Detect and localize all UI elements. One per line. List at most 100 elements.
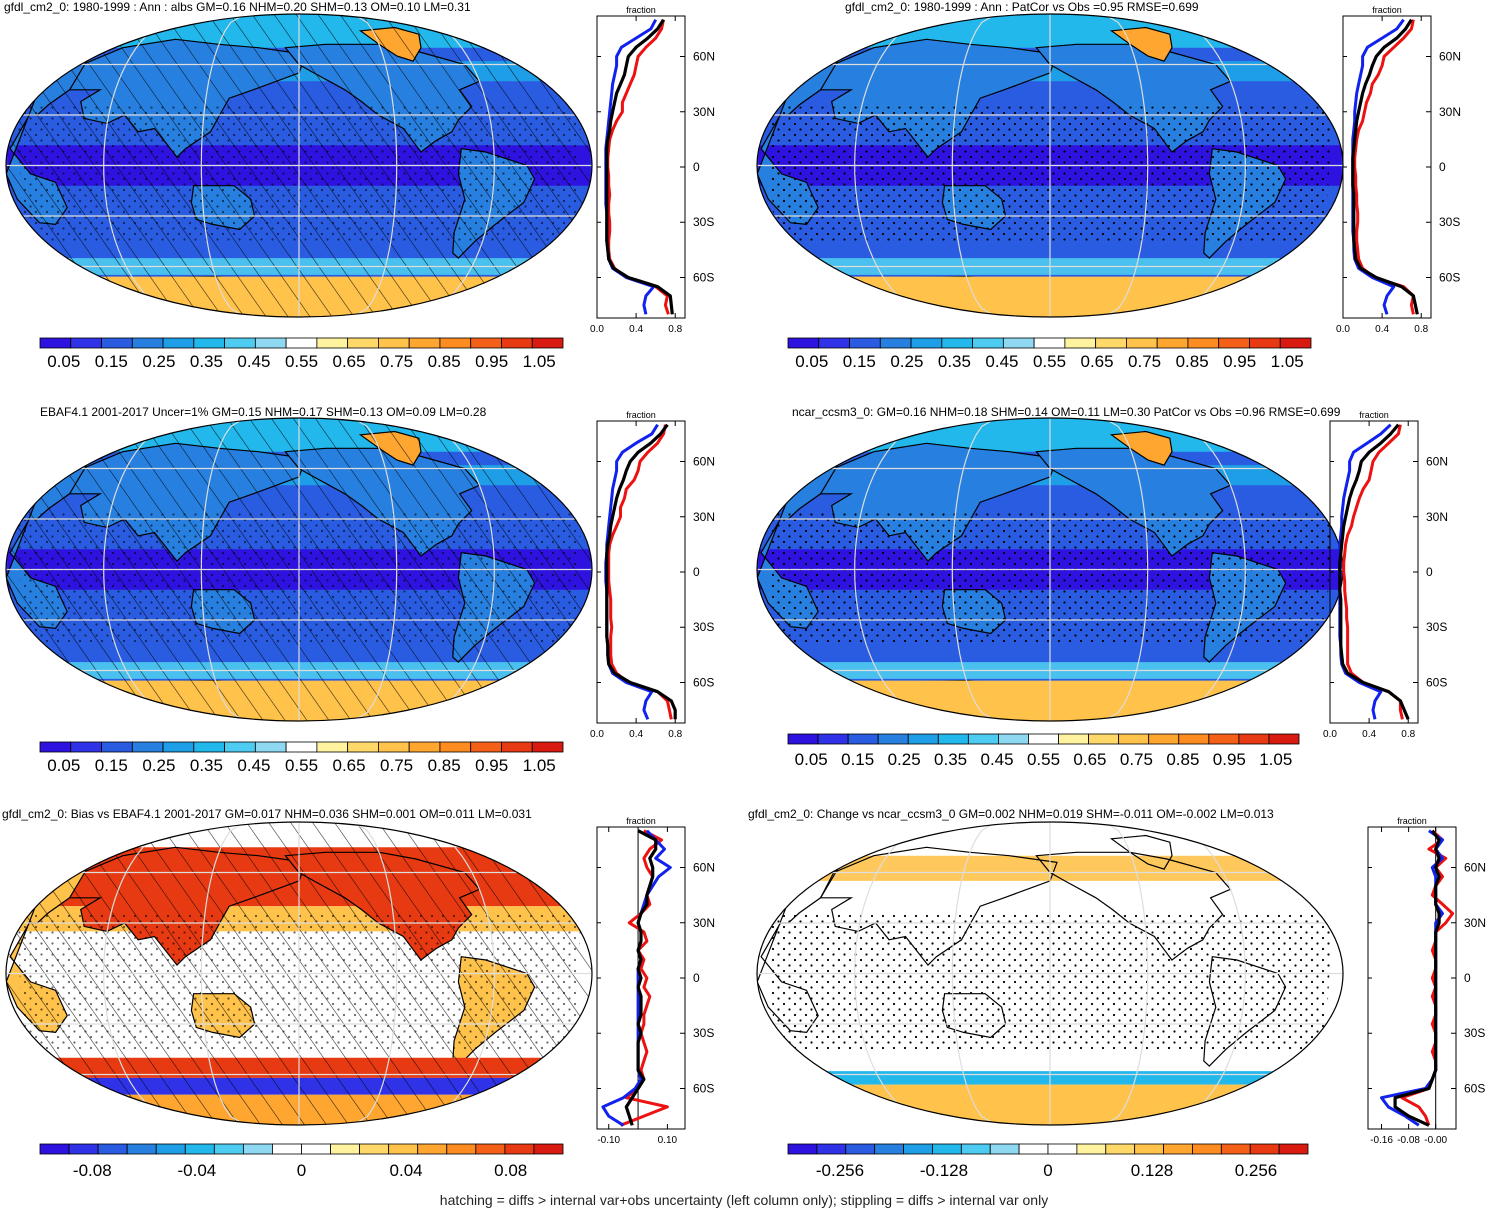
zonal-series-blue	[604, 423, 659, 720]
colorbar-label: 1.05	[523, 756, 556, 775]
map	[757, 822, 1343, 1125]
colorbar-label: 0.25	[142, 352, 175, 371]
colorbar-swatch	[960, 1143, 991, 1155]
colorbar-swatch	[818, 337, 850, 349]
map	[757, 14, 1343, 317]
colorbar-swatch	[224, 337, 256, 349]
lon-gridline	[854, 14, 943, 317]
colorbar-swatch	[501, 741, 533, 753]
colorbar-swatch	[1047, 1143, 1078, 1155]
zonal-series-black	[1393, 829, 1441, 1127]
lon-gridline	[1103, 418, 1149, 721]
colorbar-swatch	[1064, 337, 1097, 349]
colorbar-swatch	[817, 733, 849, 745]
colorbar-label: 1.05	[523, 352, 556, 371]
colorbar-swatch	[1249, 1143, 1280, 1155]
colorbar-label: 0.15	[843, 352, 876, 371]
colorbar-label: 0.35	[938, 352, 971, 371]
panel-title: ncar_ccsm3_0: GM=0.16 NHM=0.18 SHM=0.14 …	[792, 405, 1341, 419]
colorbar-label: 0.65	[1073, 750, 1106, 769]
colorbar-swatch	[272, 1143, 302, 1155]
colorbar-swatch	[446, 1143, 477, 1155]
zonal-frame	[1367, 826, 1457, 1130]
lon-gridline	[951, 14, 997, 317]
colorbar-swatch	[1220, 1143, 1251, 1155]
colorbar-swatch	[787, 337, 820, 349]
colorbar-swatch	[193, 337, 225, 349]
colorbar-label: 0.35	[934, 750, 967, 769]
zonal-series-black	[624, 829, 658, 1126]
zonal-panel: fraction 60N 30N 0 30S 60S 0.0 0.4 0.8	[1336, 5, 1461, 335]
ytick-label: 30N	[693, 510, 715, 524]
xtick-label: -0.10	[597, 1135, 620, 1146]
map-border	[5, 13, 593, 318]
ytick-label: 30N	[1464, 916, 1486, 930]
colorbar-label: 0.05	[795, 750, 828, 769]
zonal-title: fraction	[1397, 816, 1427, 826]
xtick-label: 0.4	[629, 729, 643, 740]
colorbar-swatch	[989, 1143, 1020, 1155]
colorbar-swatch	[1018, 1143, 1049, 1155]
lon-gridline	[1157, 418, 1246, 721]
ytick-label: 30N	[1439, 105, 1461, 119]
colorbar-swatch	[131, 337, 164, 349]
lon-gridline	[854, 822, 943, 1125]
ytick-label: 30N	[1426, 510, 1448, 524]
zonal-series-red	[607, 424, 673, 720]
colorbar-swatch	[439, 337, 472, 349]
colorbar-swatch	[70, 741, 102, 753]
zonal-series-red	[1400, 829, 1455, 1126]
colorbar-label: 0.05	[47, 352, 80, 371]
lon-gridline	[951, 418, 997, 721]
panel-2: gfdl_cm2_0: 1980-1999 : Ann : PatCor vs …	[756, 0, 1461, 371]
zonal-title: fraction	[626, 5, 656, 15]
colorbar-swatch	[816, 1143, 847, 1155]
zonal-title: fraction	[626, 410, 656, 420]
lon-gridline	[200, 822, 246, 1125]
colorbar-swatch	[184, 1143, 215, 1155]
zonal-series-black	[1351, 18, 1419, 315]
ytick-label: 30S	[693, 215, 714, 229]
colorbar-swatch	[101, 337, 133, 349]
colorbar-label: 0.85	[428, 756, 461, 775]
ytick-label: 30S	[1464, 1026, 1485, 1040]
colorbar-swatch	[193, 741, 225, 753]
colorbar-swatch	[1088, 733, 1120, 745]
colorbar-swatch	[1105, 1143, 1136, 1155]
colorbar-label: 0	[1043, 1161, 1052, 1180]
map	[6, 822, 592, 1125]
colorbar-swatch	[254, 741, 287, 753]
colorbar-label: 0.85	[1166, 750, 1199, 769]
ytick-label: 60S	[693, 1081, 714, 1095]
colorbar-swatch	[359, 1143, 390, 1155]
panel-4: ncar_ccsm3_0: GM=0.16 NHM=0.18 SHM=0.14 …	[756, 405, 1448, 769]
ytick-label: 60N	[693, 861, 715, 875]
colorbar-swatch	[879, 337, 912, 349]
zonal-series-blue	[1338, 423, 1392, 720]
map	[6, 14, 592, 317]
lon-gridline	[406, 822, 495, 1125]
colorbar-label: 0.65	[332, 352, 365, 371]
colorbar-swatch	[285, 741, 318, 753]
colorbar-swatch	[1268, 733, 1300, 745]
colorbar-swatch	[347, 337, 379, 349]
colorbar-label: 0.95	[1223, 352, 1256, 371]
colorbar-swatch	[378, 741, 410, 753]
xtick-label: 0.4	[629, 324, 643, 335]
colorbar-label: 0.128	[1131, 1161, 1174, 1180]
colorbar-swatch	[1126, 337, 1158, 349]
colorbar-swatch	[1156, 337, 1189, 349]
xtick-label: 0.8	[1401, 729, 1415, 740]
colorbar-swatch	[301, 1143, 331, 1155]
zonal-title: fraction	[1372, 5, 1402, 15]
ytick-label: 0	[693, 565, 700, 579]
colorbar-swatch	[903, 1143, 933, 1155]
colorbar-label: 0.85	[1176, 352, 1209, 371]
colorbar-swatch	[70, 337, 102, 349]
colorbar-label: 0.45	[237, 352, 270, 371]
panel-title: gfdl_cm2_0: 1980-1999 : Ann : albs GM=0.…	[4, 0, 471, 14]
colorbar-swatch	[1058, 733, 1089, 745]
ytick-label: 30S	[693, 1026, 714, 1040]
colorbar-swatch	[213, 1143, 244, 1155]
colorbar-swatch	[1118, 733, 1150, 745]
